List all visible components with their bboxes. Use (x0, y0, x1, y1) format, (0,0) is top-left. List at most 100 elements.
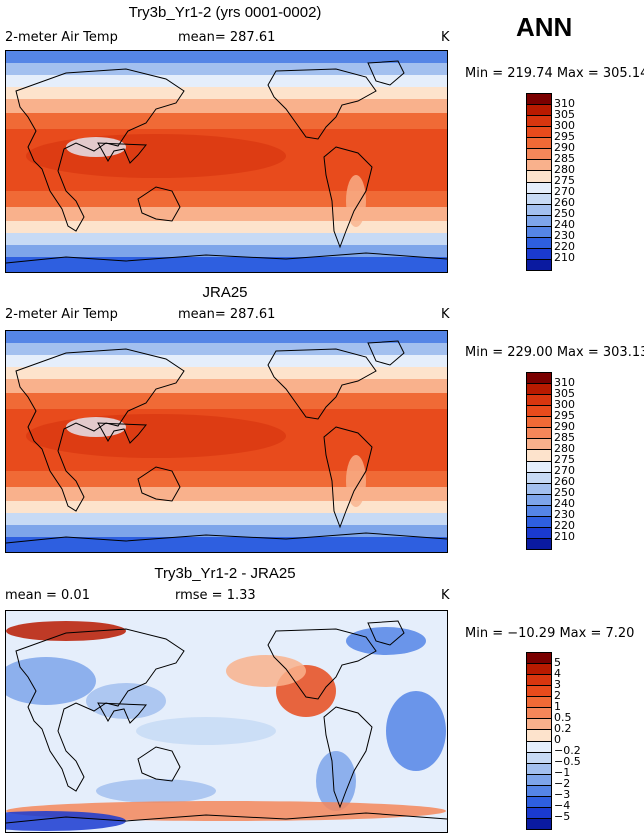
colorbar-swatch (527, 384, 551, 396)
colorbar-swatch (527, 752, 551, 764)
colorbar-swatch (527, 818, 551, 829)
colorbar-swatch (527, 538, 551, 549)
colorbar-tick-label: 295 (554, 409, 575, 422)
colorbar-swatch (527, 428, 551, 440)
colorbar-swatch (527, 149, 551, 161)
colorbar-swatch (527, 505, 551, 517)
colorbar-swatch (527, 719, 551, 731)
colorbar-tick-label: −1 (554, 766, 571, 779)
panel-2-units: K (441, 307, 450, 322)
colorbar-swatch (527, 697, 551, 709)
panel-2-map (5, 330, 448, 553)
colorbar-swatch (527, 94, 551, 106)
colorbar-tick-label: 230 (554, 508, 575, 521)
colorbar-swatch (527, 527, 551, 539)
colorbar-swatch (527, 248, 551, 260)
colorbar-swatch (527, 450, 551, 462)
colorbar-swatch (527, 686, 551, 698)
colorbar-swatch (527, 215, 551, 227)
colorbar-swatch (527, 373, 551, 385)
colorbar-swatch (527, 439, 551, 451)
colorbar-tick-label: 5 (554, 656, 561, 669)
colorbar-swatch (527, 774, 551, 786)
colorbar-tick-label: 310 (554, 97, 575, 110)
colorbar-tick-label: 275 (554, 174, 575, 187)
colorbar-swatch (527, 193, 551, 205)
colorbar-swatch (527, 708, 551, 720)
colorbar-swatch (527, 406, 551, 418)
colorbar-tick-label: 0.5 (554, 711, 572, 724)
colorbar-tick-label: 260 (554, 196, 575, 209)
colorbar-tick-label: 290 (554, 141, 575, 154)
panel-3-mean-label: mean = 0.01 (5, 588, 90, 603)
panel-2-mean-label: mean= 287.61 (178, 307, 276, 322)
colorbar-tick-label: 1 (554, 700, 561, 713)
colorbar-tick-label: 275 (554, 453, 575, 466)
colorbar-tick-label: 300 (554, 398, 575, 411)
colorbar-tick-label: 295 (554, 130, 575, 143)
colorbar-swatch (527, 116, 551, 128)
colorbar-swatch (527, 807, 551, 819)
colorbar-tick-label: 285 (554, 431, 575, 444)
colorbar-tick-label: 220 (554, 240, 575, 253)
colorbar-swatch (527, 259, 551, 270)
colorbar-tick-label: 305 (554, 387, 575, 400)
colorbar-tick-label: 250 (554, 207, 575, 220)
colorbar-swatch (527, 160, 551, 172)
colorbar-tick-label: 290 (554, 420, 575, 433)
colorbar-tick-label: 4 (554, 667, 561, 680)
panel-1-title: Try3b_Yr1-2 (yrs 0001-0002) (128, 4, 322, 21)
panel-1-units: K (441, 30, 450, 45)
colorbar-tick-label: 300 (554, 119, 575, 132)
panel-1-map (5, 50, 448, 273)
colorbar-tick-label: 0 (554, 733, 561, 746)
colorbar-tick-label: 280 (554, 163, 575, 176)
colorbar-swatch (527, 461, 551, 473)
colorbar-swatch (527, 516, 551, 528)
colorbar-swatch (527, 417, 551, 429)
colorbar-tick-label: 305 (554, 108, 575, 121)
colorbar-tick-label: 2 (554, 689, 561, 702)
season-label: ANN (516, 12, 573, 42)
panel-3-rmse-label: rmse = 1.33 (175, 588, 256, 603)
colorbar-tick-label: 310 (554, 376, 575, 389)
colorbar-tick-label: −0.2 (554, 744, 581, 757)
colorbar-tick-label: −4 (554, 799, 571, 812)
panel-1-colorbar (526, 93, 552, 271)
colorbar-tick-label: 210 (554, 251, 575, 264)
colorbar-tick-label: 0.2 (554, 722, 572, 735)
panel-3-minmax: Min = −10.29 Max = 7.20 (465, 626, 635, 641)
colorbar-swatch (527, 664, 551, 676)
colorbar-tick-label: 260 (554, 475, 575, 488)
panel-3-title: Try3b_Yr1-2 - JRA25 (154, 565, 296, 582)
colorbar-swatch (527, 472, 551, 484)
colorbar-tick-label: 210 (554, 530, 575, 543)
colorbar-tick-label: 220 (554, 519, 575, 532)
colorbar-swatch (527, 138, 551, 150)
colorbar-swatch (527, 483, 551, 495)
colorbar-tick-label: 270 (554, 464, 575, 477)
colorbar-swatch (527, 204, 551, 216)
colorbar-swatch (527, 653, 551, 665)
colorbar-tick-label: 3 (554, 678, 561, 691)
colorbar-tick-label: 240 (554, 497, 575, 510)
colorbar-tick-label: −5 (554, 810, 571, 823)
panel-2-colorbar (526, 372, 552, 550)
colorbar-swatch (527, 127, 551, 139)
colorbar-swatch (527, 226, 551, 238)
colorbar-tick-label: −2 (554, 777, 571, 790)
panel-2-title: JRA25 (202, 284, 248, 301)
colorbar-tick-label: −0.5 (554, 755, 581, 768)
colorbar-tick-label: 285 (554, 152, 575, 165)
colorbar-swatch (527, 171, 551, 183)
colorbar-swatch (527, 730, 551, 742)
colorbar-swatch (527, 763, 551, 775)
panel-3-units: K (441, 588, 450, 603)
colorbar-tick-label: 270 (554, 185, 575, 198)
panel-2-variable-label: 2-meter Air Temp (5, 307, 118, 322)
colorbar-swatch (527, 395, 551, 407)
colorbar-swatch (527, 741, 551, 753)
colorbar-tick-label: 280 (554, 442, 575, 455)
colorbar-swatch (527, 494, 551, 506)
colorbar-swatch (527, 237, 551, 249)
